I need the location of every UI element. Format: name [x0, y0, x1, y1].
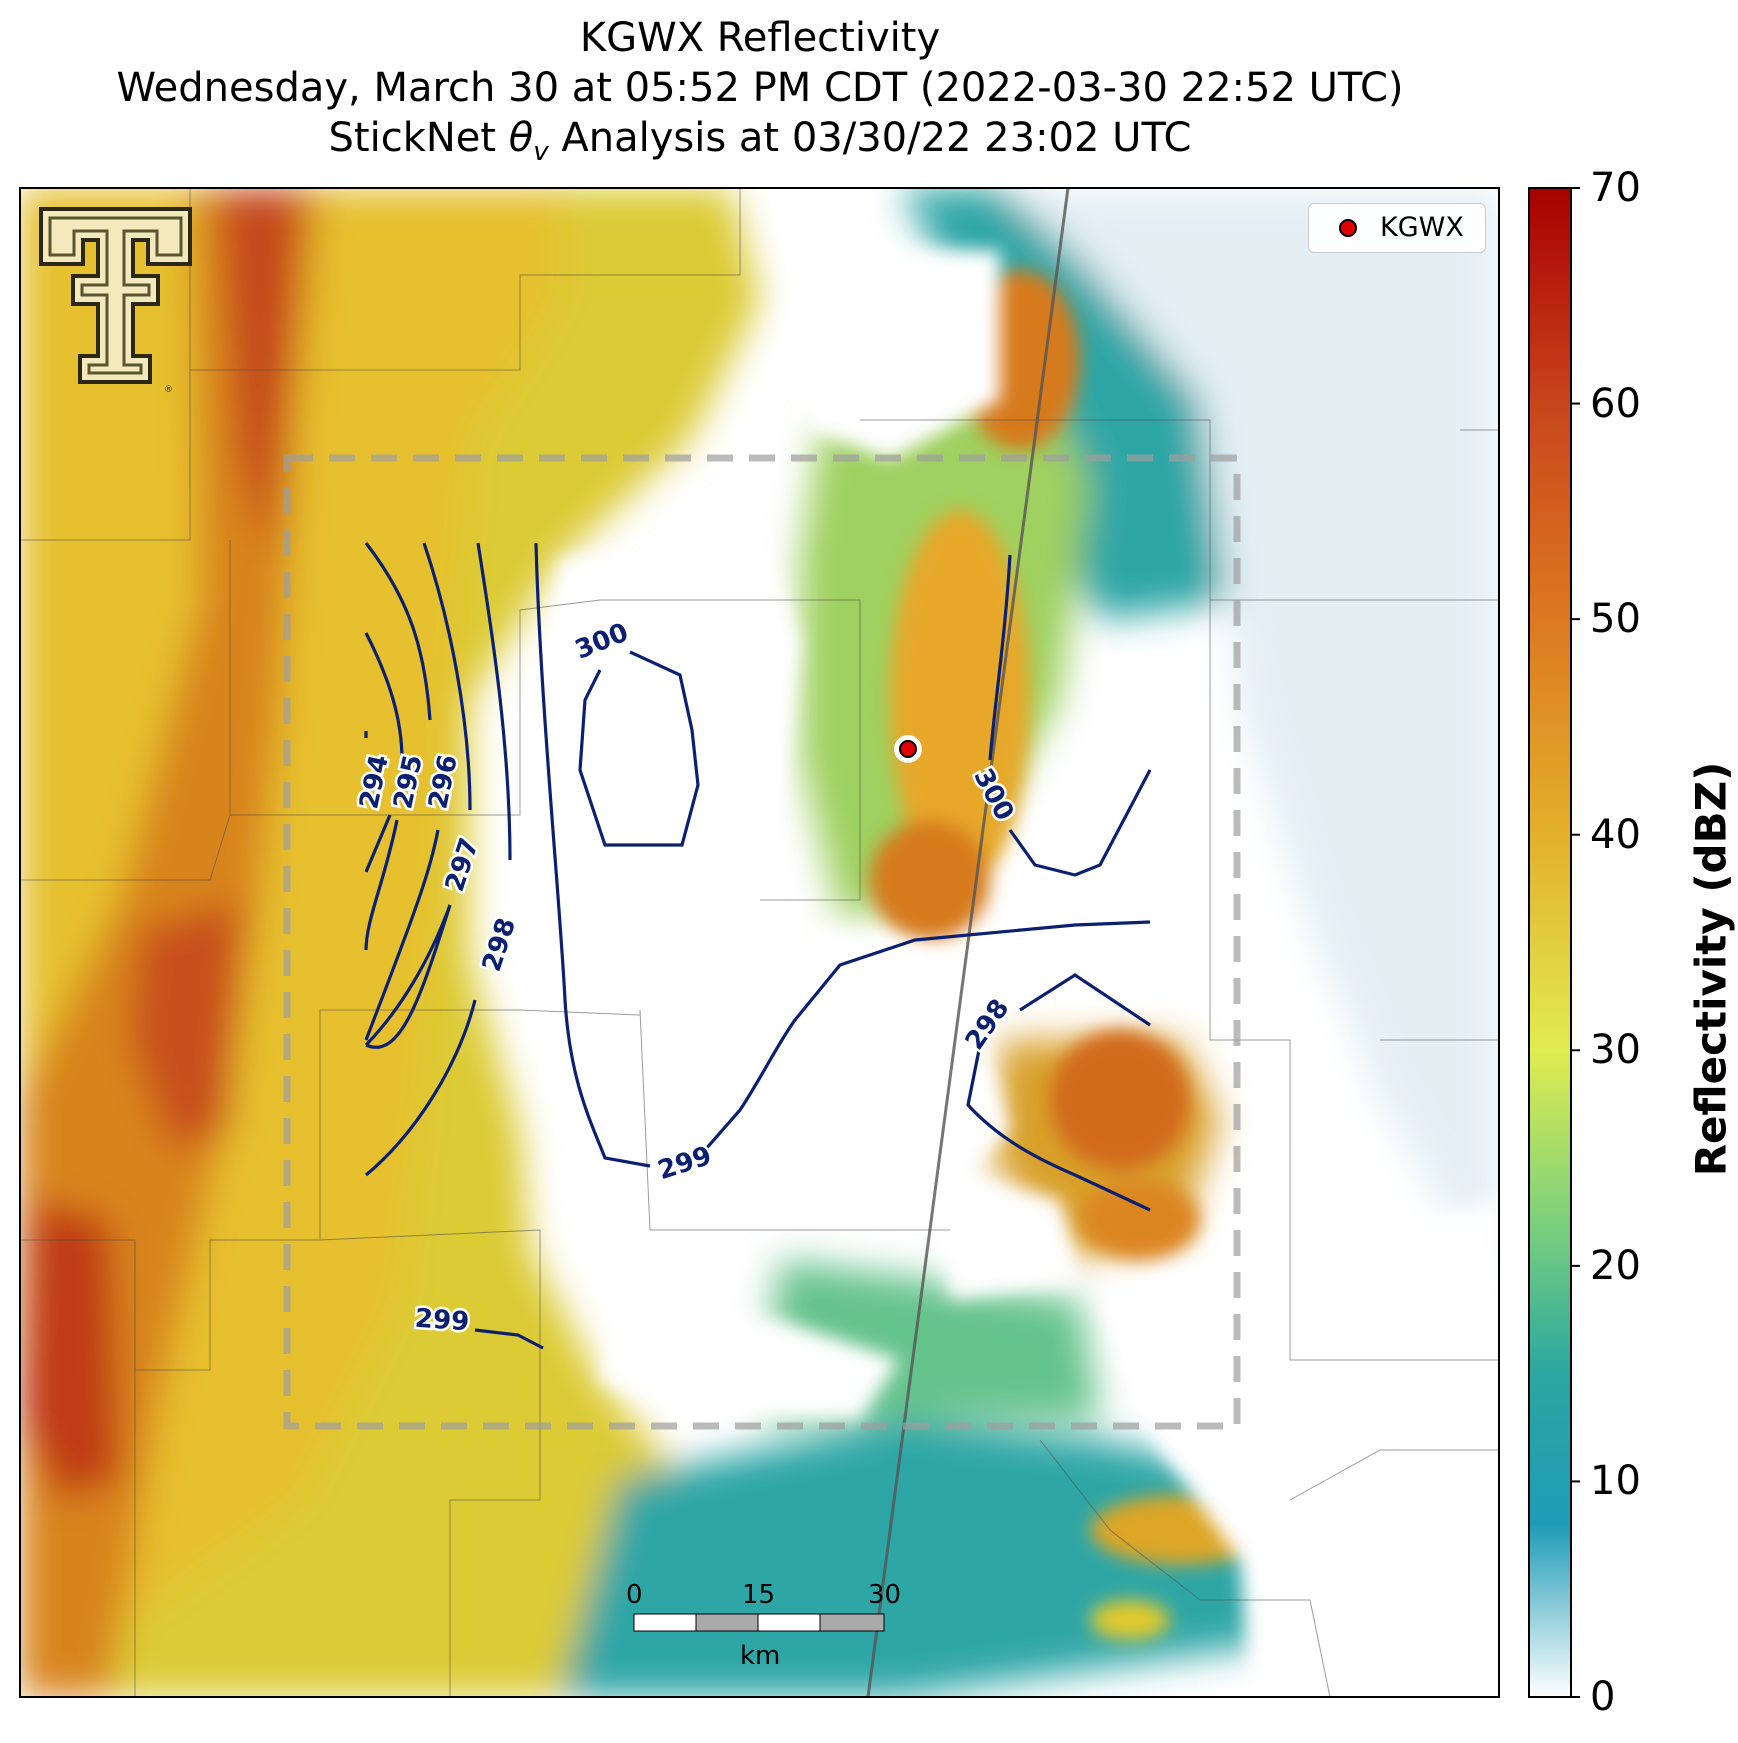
- contour-300-west: [578, 650, 700, 847]
- kgwx-radar-site: [894, 735, 922, 763]
- scale-segment-2: [695, 1613, 759, 1632]
- contour-299-south: [474, 1328, 544, 1350]
- contour-299-east: [703, 920, 1151, 1152]
- map-frame: [19, 187, 1500, 1698]
- contour-296: [364, 542, 440, 1041]
- contour-298: [364, 542, 512, 1177]
- texas-tech-logo: ®: [39, 207, 192, 395]
- scale-bar: [633, 1613, 885, 1632]
- colorbar-tick-label: 10: [1590, 1458, 1641, 1505]
- title-line-3: StickNet θv Analysis at 03/30/22 23:02 U…: [0, 114, 1520, 176]
- contour-300-east: [988, 554, 1152, 877]
- colorbar-tick-label: 40: [1590, 811, 1641, 858]
- legend-label: KGWX: [1380, 212, 1464, 243]
- title-line-3-suffix: Analysis at 03/30/22 23:02 UTC: [548, 115, 1192, 161]
- colorbar-tick-label: 70: [1590, 165, 1641, 211]
- analysis-domain-box: [283, 454, 1241, 1430]
- no-echo-regions: [540, 250, 1499, 1697]
- theta-subscript: v: [533, 137, 549, 167]
- contour-297-upper: [422, 542, 472, 811]
- state-line: [866, 188, 1070, 1697]
- theta-v-contours: [364, 542, 1152, 1350]
- colorbar-ramp: [1528, 187, 1572, 1698]
- contour-294-lower: [364, 814, 392, 873]
- scale-segment-1: [633, 1613, 697, 1632]
- contour-298-east: [966, 973, 1151, 1212]
- scale-segment-4: [819, 1613, 885, 1632]
- colorbar-tick-marks: [1571, 187, 1580, 1698]
- title-line-3-prefix: StickNet: [328, 115, 509, 161]
- scale-unit: km: [740, 1641, 781, 1671]
- colorbar-tick-label: 30: [1590, 1027, 1641, 1074]
- radar-site-marker: [899, 740, 917, 758]
- title-line-1: KGWX Reflectivity: [579, 15, 941, 61]
- title-line-2: Wednesday, March 30 at 05:52 PM CDT (202…: [116, 65, 1404, 111]
- colorbar-label: Reflectivity (dBZ): [1686, 761, 1736, 1177]
- scale-tick-30: 30: [868, 1580, 902, 1610]
- contour-295: [364, 632, 404, 951]
- colorbar-tick-label: 0: [1590, 1674, 1616, 1720]
- scale-tick-0: 0: [626, 1580, 643, 1610]
- theta-symbol: θ: [508, 115, 534, 161]
- colorbar-tick-label: 50: [1590, 596, 1641, 643]
- scale-segment-3: [757, 1613, 821, 1632]
- logo-registered-mark: ®: [164, 385, 173, 395]
- contour-299-west: [534, 542, 651, 1168]
- contour-297-lower: [364, 904, 452, 1049]
- colorbar: [1528, 187, 1580, 1698]
- colorbar-tick-label: 20: [1590, 1242, 1641, 1289]
- county-boundaries: [20, 188, 1499, 1697]
- legend: KGWX: [1308, 203, 1486, 253]
- legend-marker: [1339, 219, 1357, 237]
- colorbar-tick-label: 60: [1590, 380, 1641, 427]
- contour-label: 299: [414, 1304, 470, 1338]
- scale-tick-15: 15: [742, 1580, 776, 1610]
